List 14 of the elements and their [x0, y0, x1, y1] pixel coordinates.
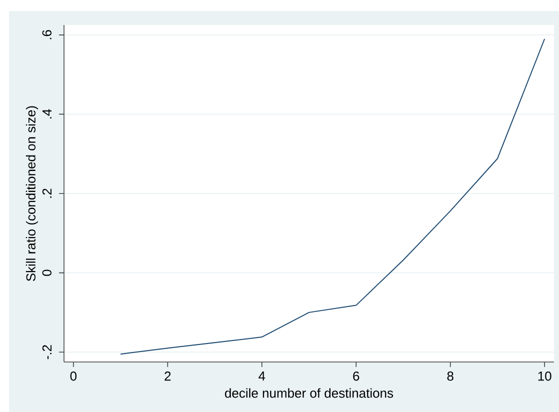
- y-tick-label: 0: [42, 270, 52, 276]
- x-tick-label: 0: [70, 372, 77, 381]
- x-tick-label: 4: [258, 372, 266, 380]
- line-series: [120, 38, 546, 355]
- x-tick-label: 2: [164, 372, 171, 381]
- y-tick-label: .6: [42, 30, 52, 40]
- x-tick-label: 8: [447, 372, 454, 381]
- x-tick-label: 10: [538, 372, 552, 381]
- x-axis-title: decile number of destinations: [225, 388, 394, 398]
- y-tick-label: -.2: [42, 345, 52, 360]
- y-axis-title: Skill ratio (conditioned on size): [26, 106, 38, 282]
- y-tick-label: .2: [42, 188, 52, 198]
- x-tick-label: 6: [353, 372, 360, 381]
- y-tick-label: .4: [42, 109, 52, 118]
